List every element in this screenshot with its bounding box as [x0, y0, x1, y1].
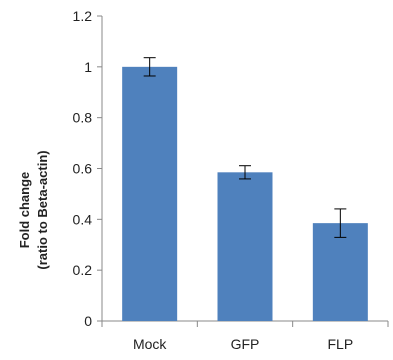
y-axis-label: Fold change (ratio to Beta-actin): [17, 150, 50, 269]
y-axis-label-line-1: Fold change: [17, 172, 32, 249]
y-tick-label: 1: [84, 59, 92, 75]
y-tick-label: 0: [84, 313, 92, 329]
bar-mock: [122, 66, 178, 321]
x-category-label: GFP: [231, 336, 260, 352]
y-tick-label: 1.2: [73, 8, 93, 24]
y-tick-label: 0.6: [73, 161, 93, 177]
x-category-label: Mock: [133, 336, 167, 352]
bar-flp: [312, 223, 368, 321]
y-axis-label-line-2: (ratio to Beta-actin): [35, 150, 50, 269]
y-tick-label: 0.2: [73, 262, 93, 278]
plot-area: 0 0.2 0.4 0.6 0.8 1 1.2 Mock GFP FLP: [73, 8, 389, 352]
x-category-label: FLP: [327, 336, 353, 352]
y-tick-label: 0.8: [73, 110, 93, 126]
bar-gfp: [217, 172, 273, 321]
y-tick-label: 0.4: [73, 211, 93, 227]
